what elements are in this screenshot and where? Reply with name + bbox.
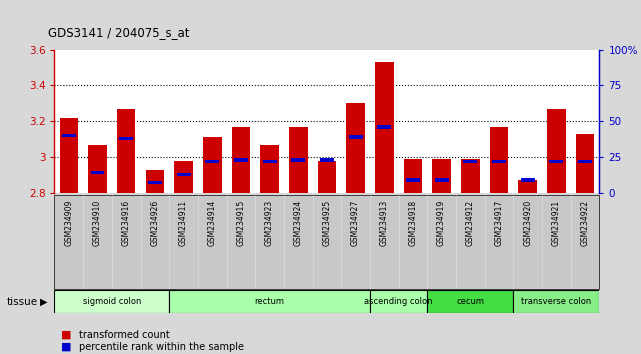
Bar — [578, 160, 592, 163]
Text: GSM234913: GSM234913 — [379, 199, 388, 246]
Bar — [88, 144, 107, 193]
Text: GSM234912: GSM234912 — [466, 199, 475, 246]
Bar — [435, 178, 449, 182]
Text: GSM234923: GSM234923 — [265, 199, 274, 246]
Bar — [119, 137, 133, 140]
Bar — [174, 161, 193, 193]
Text: ■: ■ — [61, 342, 71, 352]
Text: GSM234916: GSM234916 — [122, 199, 131, 246]
Bar — [234, 158, 248, 161]
Bar — [90, 171, 104, 175]
Bar — [176, 173, 190, 176]
Text: GSM234927: GSM234927 — [351, 199, 360, 246]
Bar — [428, 290, 513, 313]
Text: transformed count: transformed count — [79, 330, 170, 339]
Bar — [148, 181, 162, 184]
Bar — [519, 181, 537, 193]
Bar — [492, 160, 506, 163]
Text: ■: ■ — [61, 330, 71, 339]
Bar — [547, 109, 565, 193]
Bar — [349, 136, 363, 139]
Bar — [231, 127, 250, 193]
Text: GSM234917: GSM234917 — [494, 199, 503, 246]
Text: rectum: rectum — [254, 297, 285, 306]
Bar — [463, 160, 478, 163]
Bar — [291, 158, 305, 161]
Text: transverse colon: transverse colon — [521, 297, 592, 306]
Text: GSM234915: GSM234915 — [237, 199, 246, 246]
Text: ▶: ▶ — [40, 297, 48, 307]
Bar — [203, 137, 222, 193]
Bar — [289, 127, 308, 193]
Bar — [513, 290, 599, 313]
Bar — [370, 290, 428, 313]
Text: GSM234926: GSM234926 — [151, 199, 160, 246]
Text: tissue: tissue — [6, 297, 38, 307]
Text: GSM234909: GSM234909 — [64, 199, 73, 246]
Text: ascending colon: ascending colon — [364, 297, 433, 306]
Bar — [520, 178, 535, 182]
Text: GSM234914: GSM234914 — [208, 199, 217, 246]
Bar — [169, 290, 370, 313]
Bar — [60, 118, 78, 193]
Text: GSM234910: GSM234910 — [93, 199, 102, 246]
Text: GSM234918: GSM234918 — [408, 199, 417, 246]
Bar — [117, 109, 135, 193]
Text: GSM234922: GSM234922 — [581, 199, 590, 246]
Text: GDS3141 / 204075_s_at: GDS3141 / 204075_s_at — [48, 26, 190, 39]
Bar — [432, 159, 451, 193]
Text: sigmoid colon: sigmoid colon — [83, 297, 141, 306]
Text: GSM234919: GSM234919 — [437, 199, 446, 246]
Bar — [62, 134, 76, 137]
Bar — [375, 62, 394, 193]
Bar — [576, 134, 594, 193]
Bar — [205, 160, 219, 163]
Bar — [146, 170, 164, 193]
Bar — [263, 160, 276, 163]
Text: cecum: cecum — [456, 297, 485, 306]
Bar — [406, 178, 420, 182]
Text: GSM234925: GSM234925 — [322, 199, 331, 246]
Text: GSM234924: GSM234924 — [294, 199, 303, 246]
Bar — [490, 127, 508, 193]
Text: GSM234911: GSM234911 — [179, 199, 188, 246]
Text: GSM234920: GSM234920 — [523, 199, 532, 246]
Bar — [378, 125, 391, 129]
Bar — [54, 290, 169, 313]
Bar — [260, 144, 279, 193]
Bar — [346, 103, 365, 193]
Bar — [404, 159, 422, 193]
Text: percentile rank within the sample: percentile rank within the sample — [79, 342, 244, 352]
Bar — [461, 159, 479, 193]
Bar — [320, 158, 334, 161]
Bar — [317, 161, 337, 193]
Bar — [549, 160, 563, 163]
Text: GSM234921: GSM234921 — [552, 199, 561, 246]
